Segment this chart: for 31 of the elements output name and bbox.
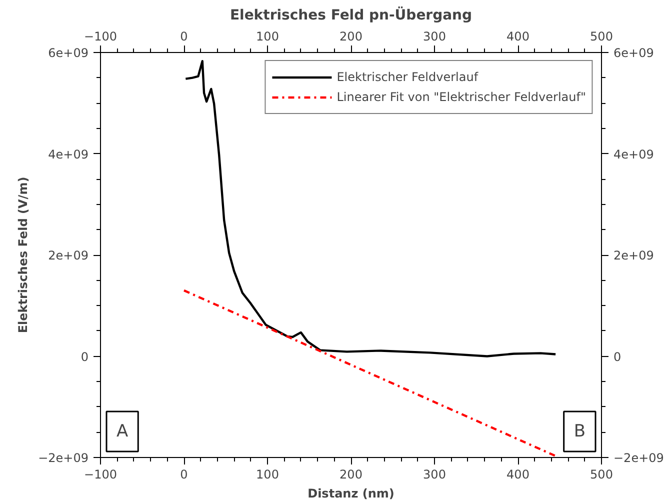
annotation: A xyxy=(116,422,128,442)
x-tick-label: 500 xyxy=(590,30,613,44)
x-tick-label: 200 xyxy=(340,30,362,44)
x2-tick-label: 0 xyxy=(180,468,188,482)
x2-tick-label: 400 xyxy=(506,468,530,482)
y2-tick-label: −2e+09 xyxy=(614,451,664,465)
legend-label: Linearer Fit von "Elektrischer Feldverlauf" xyxy=(336,90,586,104)
x2-tick-label: 500 xyxy=(590,468,613,482)
y-tick-label: 4e+09 xyxy=(48,147,88,162)
legend-label: Elektrischer Feldverlauf xyxy=(336,70,478,84)
y-axis-title: Elektrisches Feld (V/m) xyxy=(16,176,30,334)
y2-tick-label: 2e+09 xyxy=(614,248,654,262)
y-tick-label: 2e+09 xyxy=(48,248,88,262)
x2-tick-label: 300 xyxy=(423,468,446,482)
x-tick-label: 300 xyxy=(423,30,446,44)
y2-tick-label: 6e+09 xyxy=(614,46,654,60)
x2-tick-label: −100 xyxy=(84,468,117,482)
x-axis-title: Distanz (nm) xyxy=(308,486,394,500)
x-tick-label: −100 xyxy=(84,30,117,44)
x-tick-label: 100 xyxy=(256,30,279,44)
y2-tick-label: 0 xyxy=(614,350,622,364)
y-tick-label: 6e+09 xyxy=(48,46,88,60)
y-tick-label: −2e+09 xyxy=(38,451,89,465)
x-tick-label: 0 xyxy=(180,30,188,44)
x2-tick-label: 200 xyxy=(340,468,362,482)
y2-tick-label: 4e+09 xyxy=(614,147,654,162)
y-tick-label: 0 xyxy=(80,350,89,364)
x2-tick-label: 100 xyxy=(256,468,279,482)
annotation: B xyxy=(574,422,586,442)
chart-title: Elektrisches Feld pn-Übergang xyxy=(230,6,472,24)
x-tick-label: 400 xyxy=(506,30,530,44)
